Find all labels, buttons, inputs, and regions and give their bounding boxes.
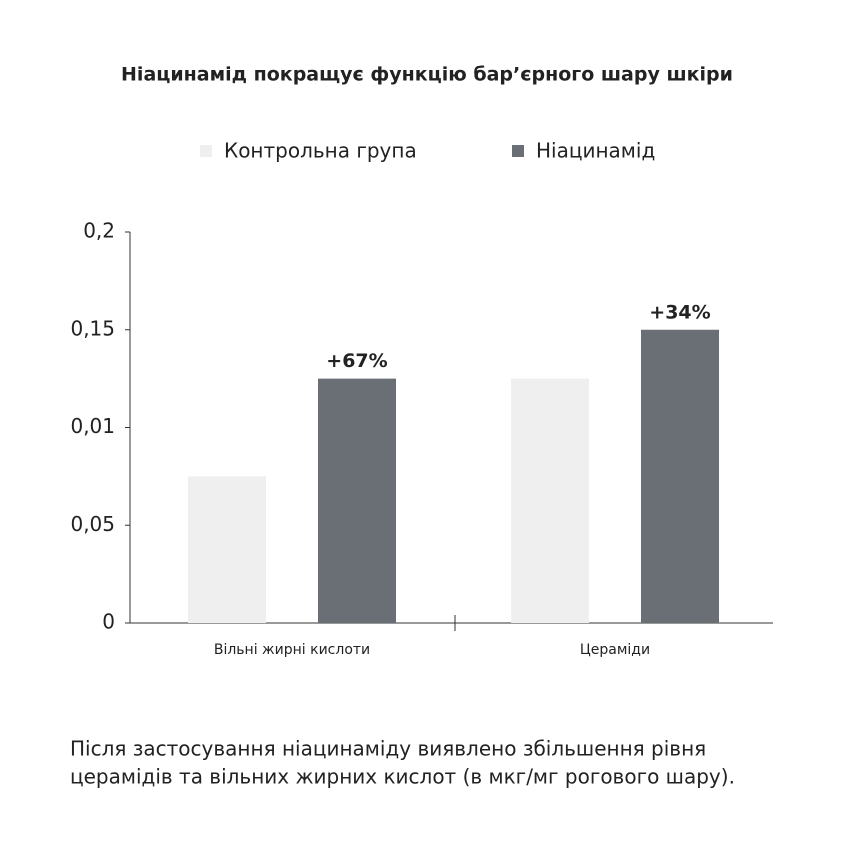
caption: Після застосування ніацинаміду виявлено … — [70, 737, 706, 761]
legend-swatch — [512, 145, 524, 157]
bar — [188, 476, 266, 623]
legend-swatch — [200, 145, 212, 157]
annotation: +67% — [326, 350, 387, 372]
y-tick-label: 0 — [102, 610, 115, 634]
y-tick-label: 0,05 — [70, 512, 115, 536]
y-tick-label: 0,15 — [70, 316, 115, 340]
y-tick-label: 0,2 — [83, 219, 115, 243]
annotation: +34% — [649, 301, 710, 323]
chart-title: Ніацинамід покращує функцію бар’єрного ш… — [121, 64, 733, 86]
caption: церамідів та вільних жирних кислот (в мк… — [70, 765, 735, 789]
x-tick-label: Цераміди — [580, 642, 650, 658]
x-tick-label: Вільні жирні кислоти — [214, 642, 370, 658]
bar — [511, 378, 589, 623]
bar — [641, 329, 719, 623]
legend-label: Контрольна група — [224, 139, 417, 163]
legend-label: Ніацинамід — [536, 139, 655, 163]
bar — [318, 378, 396, 623]
y-tick-label: 0,01 — [70, 414, 115, 438]
